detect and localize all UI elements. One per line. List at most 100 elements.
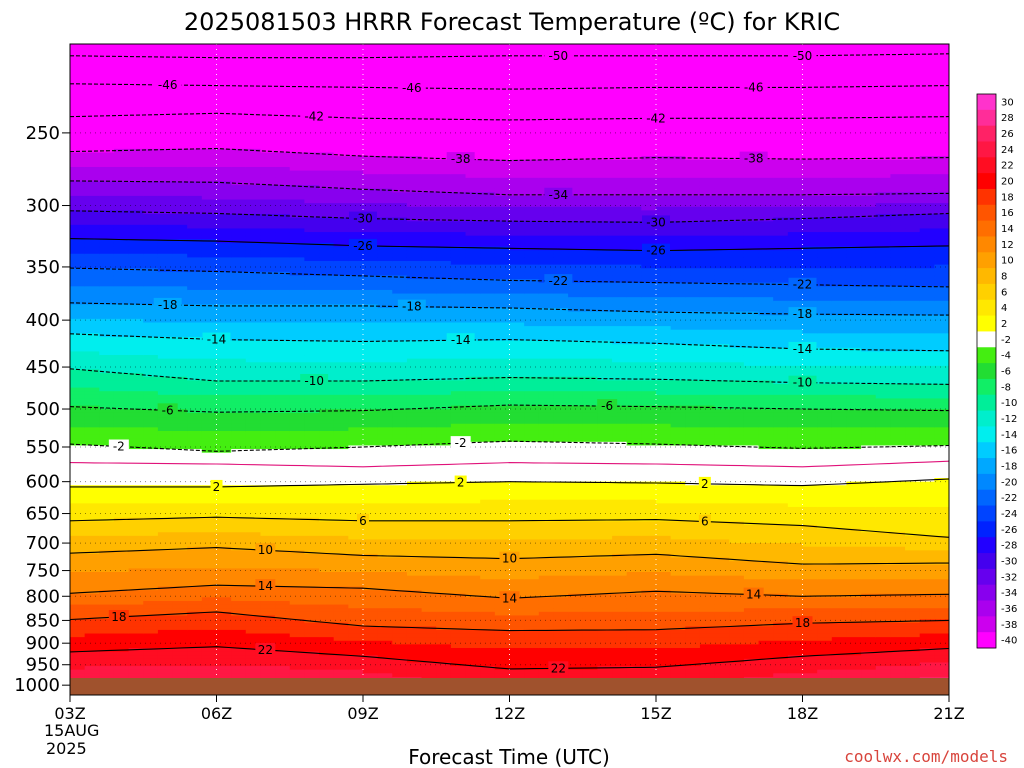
colorbar-label: 28	[1001, 113, 1014, 124]
y-tick-label: 600	[26, 472, 60, 493]
colorbar-swatch	[977, 109, 996, 127]
colorbar-label: 14	[1001, 224, 1014, 235]
contour-label-bg	[788, 341, 817, 356]
colorbar-label: -30	[1001, 556, 1017, 567]
x-tick-label: 21Z	[933, 704, 964, 723]
colorbar-label: -4	[1001, 351, 1011, 362]
x-tick-label: 12Z	[494, 704, 525, 723]
colorbar-swatch	[977, 299, 996, 317]
contour-label-bg	[397, 299, 426, 314]
contour-label: -46	[402, 81, 422, 95]
y-tick-label: 300	[26, 196, 60, 217]
colorbar-label: -10	[1001, 398, 1017, 409]
colorbar-label: -22	[1001, 493, 1017, 504]
colorbar-swatch	[977, 553, 996, 570]
contour-label-bg	[153, 77, 182, 92]
contour-label: -10	[304, 374, 324, 388]
y-tick-label: 750	[26, 561, 60, 582]
contour-label-bg	[788, 307, 817, 322]
contour-label: 6	[359, 514, 367, 528]
colorbar-swatch	[977, 584, 996, 602]
colorbar-swatch	[977, 236, 996, 253]
contour-label-bg	[544, 274, 573, 289]
contour-label: -30	[353, 212, 373, 226]
colorbar-swatch	[977, 283, 996, 301]
colorbar-swatch	[977, 394, 996, 412]
colorbar-swatch	[977, 521, 996, 538]
contour-label: -14	[793, 342, 813, 356]
colorbar-label: -18	[1001, 462, 1017, 473]
contour-label: -42	[304, 110, 324, 124]
contour-label-bg	[642, 215, 670, 230]
contour-label: -6	[601, 399, 613, 413]
x-tick-label: 03Z	[54, 704, 85, 723]
x-tick-label: 06Z	[201, 704, 232, 723]
colorbar-label: 16	[1001, 208, 1014, 219]
contour-label: 2	[213, 480, 221, 494]
colorbar-label: 10	[1001, 256, 1014, 267]
contour-label: -26	[646, 244, 666, 258]
colorbar-swatch	[977, 141, 996, 158]
colorbar-swatch	[977, 363, 996, 380]
colorbar-swatch	[977, 632, 996, 649]
y-tick-label: 650	[26, 504, 60, 525]
colorbar-label: -36	[1001, 604, 1017, 615]
contour-label-bg	[698, 476, 711, 491]
colorbar-frame	[976, 93, 997, 649]
colorbar-label: 26	[1001, 129, 1014, 140]
contour-label-bg	[739, 80, 768, 95]
colorbar-label: 24	[1001, 145, 1014, 156]
contour-label-bg	[255, 642, 276, 657]
contour-label-bg	[548, 661, 569, 676]
y-tick-label: 550	[26, 437, 60, 458]
colorbar-swatch	[977, 331, 996, 348]
contour-label-bg	[544, 48, 573, 63]
colorbar-label: -8	[1001, 382, 1011, 393]
contour-label-bg	[499, 591, 520, 606]
colorbar-label: 30	[1001, 97, 1014, 108]
contour-label: -18	[402, 300, 422, 314]
contour-line	[70, 404, 949, 413]
contour-label-bg	[397, 80, 426, 95]
contour-label-bg	[157, 403, 178, 418]
contour-label-bg	[202, 332, 231, 347]
contour-line	[70, 646, 949, 670]
contour-label-bg	[788, 48, 817, 63]
contour-labels: -50 -50-46 -46 -46-42 -42-38 -38-34-30 -30-26-…	[108, 48, 817, 676]
contour-label-bg	[349, 211, 377, 226]
contour-label-bg	[349, 238, 377, 253]
colorbar-swatch	[977, 268, 996, 285]
colorbar-swatch	[977, 568, 996, 586]
y-tick-label: 400	[26, 310, 60, 331]
colorbar-label: -26	[1001, 525, 1017, 536]
contour-label-bg	[698, 514, 711, 529]
contour-line	[70, 516, 949, 538]
colorbar-swatch	[977, 220, 996, 237]
colorbar-swatch	[977, 125, 996, 142]
contour-line	[70, 112, 949, 121]
contour-line	[70, 440, 949, 452]
colorbar-swatch	[977, 157, 996, 174]
colorbar-swatch	[977, 173, 996, 190]
contour-line	[70, 460, 949, 468]
colorbar-label: -12	[1001, 414, 1017, 425]
contour-label: -42	[646, 111, 666, 125]
colorbar-swatch	[977, 473, 996, 491]
contour-label: -6	[162, 403, 174, 417]
colorbar-label: -32	[1001, 572, 1017, 583]
colorbar-label: 20	[1001, 177, 1014, 188]
contour-label: -22	[793, 278, 813, 292]
colorbar-label: -28	[1001, 541, 1017, 552]
x-tick-label: 09Z	[347, 704, 378, 723]
contour-label: -50	[549, 49, 569, 63]
y-tick-label: 350	[26, 257, 60, 278]
y-tick-label: 450	[26, 357, 60, 378]
x-axis: 03Z 06Z 09Z 12Z 15Z 18Z 21Z	[54, 695, 965, 723]
contour-label-bg	[255, 543, 276, 558]
contour-label: -14	[451, 333, 471, 347]
contour-label: -22	[549, 274, 569, 288]
colorbar-swatch	[977, 410, 996, 427]
colorbar-swatch	[977, 347, 996, 364]
contour-label-bg	[300, 109, 329, 124]
